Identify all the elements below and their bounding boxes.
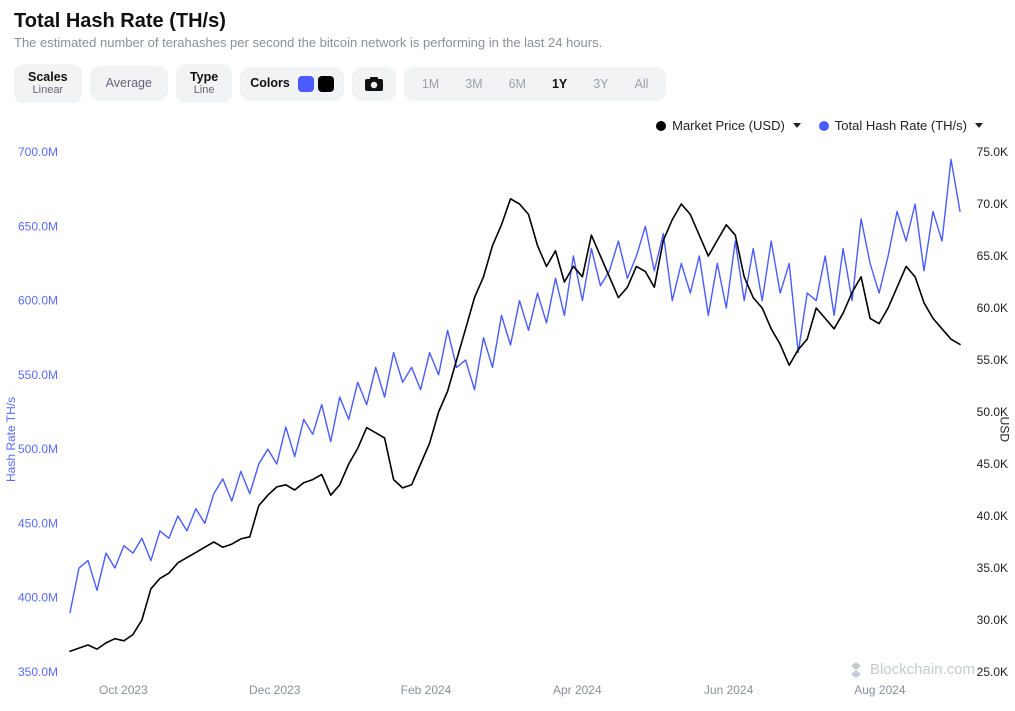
color-swatch-0 [298, 76, 314, 92]
right-tick: 35.0K [977, 561, 1008, 575]
page-subtitle: The estimated number of terahashes per s… [14, 35, 1001, 50]
left-tick: 450.0M [18, 516, 58, 530]
chart-area: Hash Rate TH/s USD 350.0M 400.0M 450.0M 500… [0, 112, 1015, 708]
average-label: Average [106, 76, 152, 90]
left-tick: 700.0M [18, 145, 58, 159]
timerange-6M[interactable]: 6M [497, 71, 538, 97]
watermark: Blockchain.com [848, 661, 975, 678]
timerange-3Y[interactable]: 3Y [581, 71, 620, 97]
x-tick: Jun 2024 [704, 683, 754, 697]
average-pill[interactable]: Average [90, 66, 168, 100]
x-tick: Feb 2024 [401, 683, 452, 697]
x-tick: Dec 2023 [249, 683, 301, 697]
right-tick: 65.0K [977, 249, 1008, 263]
left-tick: 400.0M [18, 591, 58, 605]
camera-icon [365, 77, 383, 91]
watermark-text: Blockchain.com [870, 661, 975, 678]
x-tick: Aug 2024 [854, 683, 906, 697]
timerange-1Y[interactable]: 1Y [540, 71, 579, 97]
right-tick: 40.0K [977, 509, 1008, 523]
type-value: Line [194, 84, 215, 97]
left-tick: 600.0M [18, 294, 58, 308]
type-pill[interactable]: Type Line [176, 64, 232, 103]
colors-pill[interactable]: Colors [240, 67, 344, 101]
timerange-selector: 1M3M6M1Y3YAll [404, 67, 667, 101]
scales-value: Linear [33, 84, 64, 97]
left-tick: 650.0M [18, 219, 58, 233]
timerange-3M[interactable]: 3M [453, 71, 494, 97]
color-swatch-1 [318, 76, 334, 92]
right-tick: 55.0K [977, 353, 1008, 367]
page-title: Total Hash Rate (TH/s) [14, 10, 1001, 33]
timerange-All[interactable]: All [623, 71, 661, 97]
type-label: Type [190, 70, 218, 84]
scales-pill[interactable]: Scales Linear [14, 64, 82, 103]
logo-icon [848, 662, 864, 678]
colors-label: Colors [250, 76, 290, 90]
x-tick: Oct 2023 [99, 683, 148, 697]
left-tick: 350.0M [18, 665, 58, 679]
right-tick: 30.0K [977, 613, 1008, 627]
x-tick: Apr 2024 [553, 683, 602, 697]
screenshot-button[interactable] [352, 67, 396, 101]
toolbar: Scales Linear Average Type Line Colors 1… [0, 56, 1015, 113]
scales-label: Scales [28, 70, 68, 84]
right-tick: 25.0K [977, 665, 1008, 679]
right-tick: 60.0K [977, 301, 1008, 315]
right-tick: 45.0K [977, 457, 1008, 471]
series-line [70, 159, 960, 612]
right-tick: 75.0K [977, 145, 1008, 159]
left-tick: 550.0M [18, 368, 58, 382]
right-tick: 70.0K [977, 197, 1008, 211]
y-axis-right-label: USD [997, 417, 1011, 442]
y-axis-left-label: Hash Rate TH/s [4, 397, 18, 482]
left-tick: 500.0M [18, 442, 58, 456]
chart-svg[interactable]: 350.0M 400.0M 450.0M 500.0M 550.0M 600.0M 650.… [0, 112, 1015, 708]
timerange-1M[interactable]: 1M [410, 71, 451, 97]
